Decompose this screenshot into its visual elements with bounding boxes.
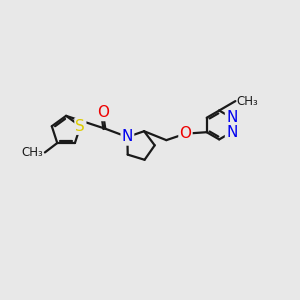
- Text: S: S: [76, 119, 85, 134]
- Text: CH₃: CH₃: [22, 146, 44, 159]
- Text: N: N: [226, 125, 237, 140]
- Text: N: N: [226, 110, 237, 125]
- Text: O: O: [97, 105, 109, 120]
- Text: O: O: [179, 126, 191, 141]
- Text: CH₃: CH₃: [237, 94, 259, 108]
- Text: N: N: [122, 130, 133, 145]
